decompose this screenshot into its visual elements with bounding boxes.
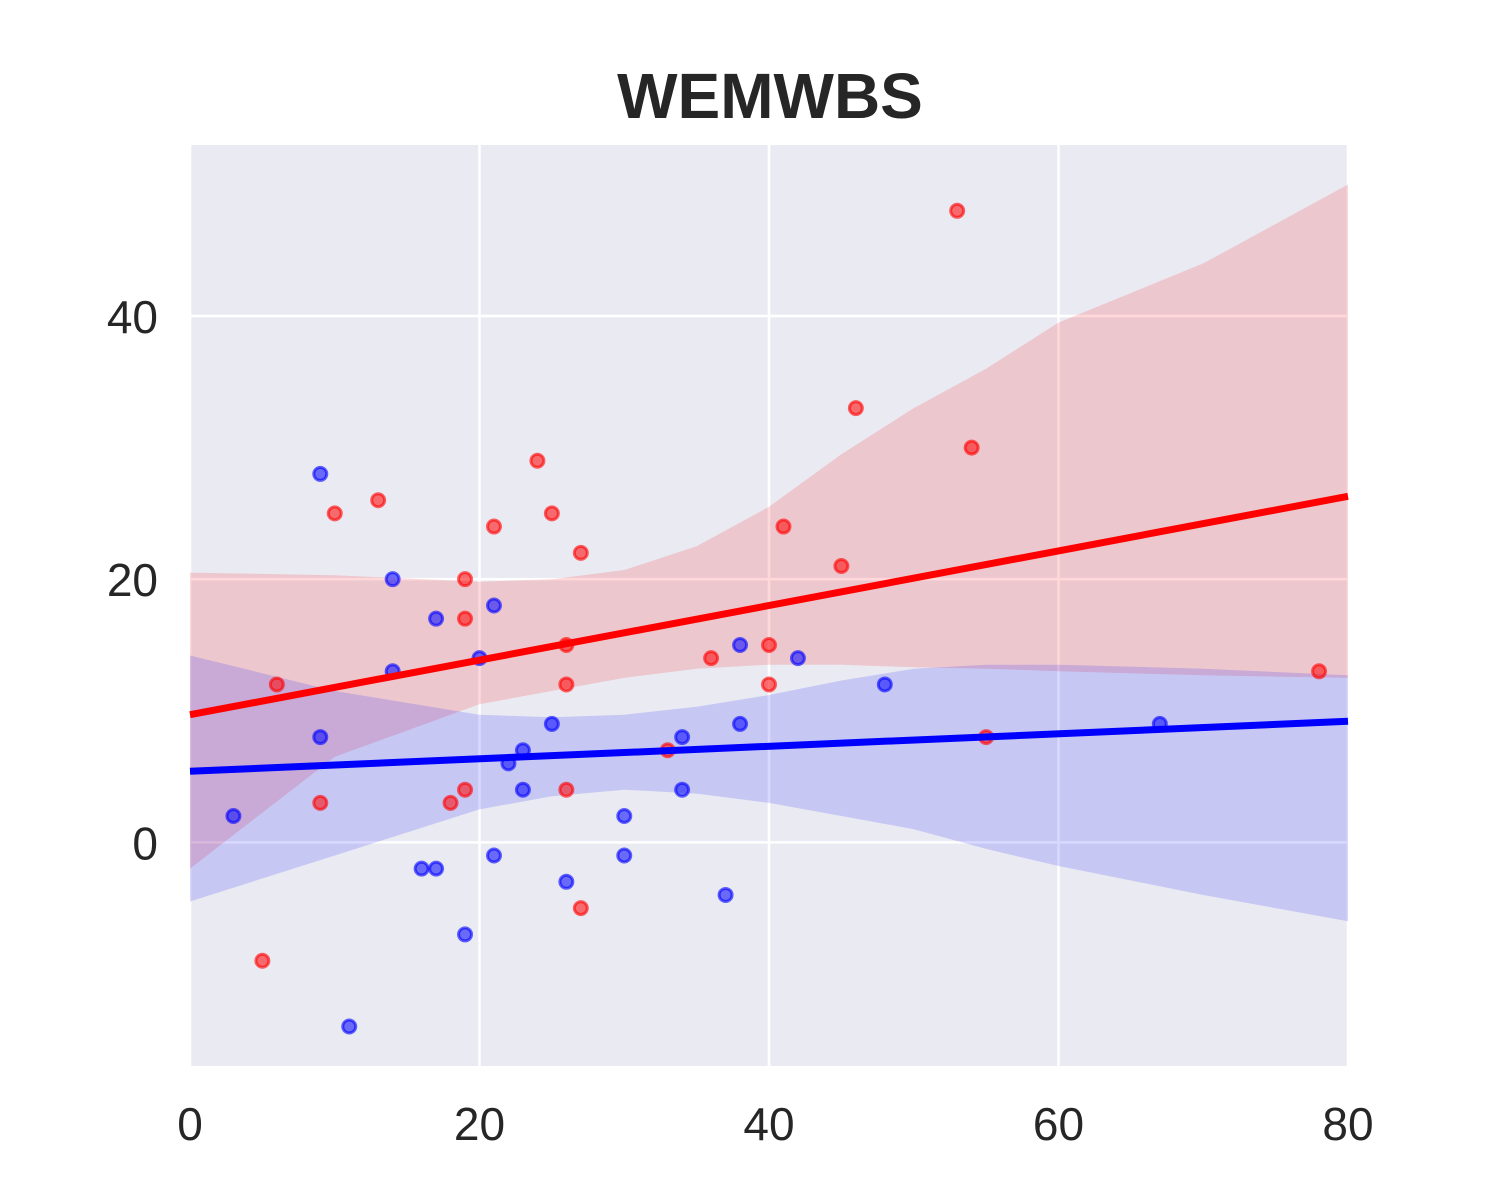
confidence-band-1 (190, 184, 1348, 869)
data-point-series-2 (616, 847, 633, 864)
data-point-series-2 (616, 808, 633, 825)
data-point-series-1 (529, 452, 546, 469)
data-point-series-2 (384, 571, 401, 588)
data-point-series-1 (442, 794, 459, 811)
data-point-series-2 (457, 926, 474, 943)
data-point-series-1 (485, 518, 502, 535)
data-point-series-2 (312, 729, 329, 746)
chart-title: WEMWBS (617, 60, 923, 132)
data-point-series-2 (225, 808, 242, 825)
data-point-series-2 (428, 610, 445, 627)
data-point-series-1 (761, 676, 777, 693)
data-point-series-1 (543, 505, 560, 522)
data-point-series-1 (703, 650, 720, 667)
regression-line-1 (189, 492, 1349, 719)
data-point-series-1 (775, 518, 792, 535)
data-point-series-2 (674, 781, 691, 798)
y-tick-label: 0 (132, 817, 158, 869)
data-point-series-2 (789, 650, 806, 667)
data-point-series-1 (847, 400, 864, 417)
data-point-series-1 (572, 544, 589, 561)
data-point-series-2 (428, 860, 445, 877)
data-point-series-2 (514, 781, 531, 798)
data-point-series-2 (732, 636, 749, 653)
x-tick-label: 80 (1322, 1098, 1373, 1150)
data-point-series-1 (457, 571, 474, 588)
regression-lines (189, 492, 1349, 775)
data-point-series-1 (254, 952, 271, 969)
data-point-series-1 (558, 781, 575, 798)
data-point-series-2 (732, 715, 749, 732)
x-tick-label: 60 (1033, 1098, 1084, 1150)
regression-line-2 (189, 717, 1349, 775)
data-point-series-2 (312, 465, 329, 482)
confidence-bands (190, 184, 1348, 922)
data-point-series-1 (268, 676, 285, 693)
data-point-series-1 (963, 439, 980, 456)
y-tick-labels: 0 20 40 (107, 291, 158, 869)
x-tick-label: 20 (454, 1098, 505, 1150)
data-point-series-2 (674, 729, 691, 746)
data-point-series-1 (761, 636, 777, 653)
data-point-series-1 (370, 492, 387, 509)
data-point-series-1 (457, 610, 474, 627)
confidence-band-2 (190, 655, 1348, 922)
y-tick-label: 20 (107, 554, 158, 606)
data-point-series-1 (949, 202, 966, 219)
data-point-series-1 (312, 794, 329, 811)
data-point-series-2 (413, 860, 430, 877)
data-point-series-1 (1311, 663, 1328, 680)
data-point-series-2 (876, 676, 893, 693)
data-point-series-1 (326, 505, 343, 522)
data-point-series-2 (558, 873, 575, 890)
data-point-series-1 (457, 781, 474, 798)
data-point-series-2 (341, 1018, 358, 1035)
x-tick-label: 40 (743, 1098, 794, 1150)
data-point-series-2 (485, 847, 502, 864)
data-point-series-2 (543, 715, 560, 732)
data-point-series-1 (833, 558, 850, 575)
x-tick-labels: 0 20 40 60 80 (177, 1098, 1373, 1150)
y-tick-label: 40 (107, 291, 158, 343)
data-point-series-2 (717, 886, 734, 903)
data-point-series-1 (572, 900, 589, 917)
data-point-series-2 (485, 597, 502, 614)
x-tick-label: 0 (177, 1098, 203, 1150)
data-point-series-1 (558, 676, 575, 693)
